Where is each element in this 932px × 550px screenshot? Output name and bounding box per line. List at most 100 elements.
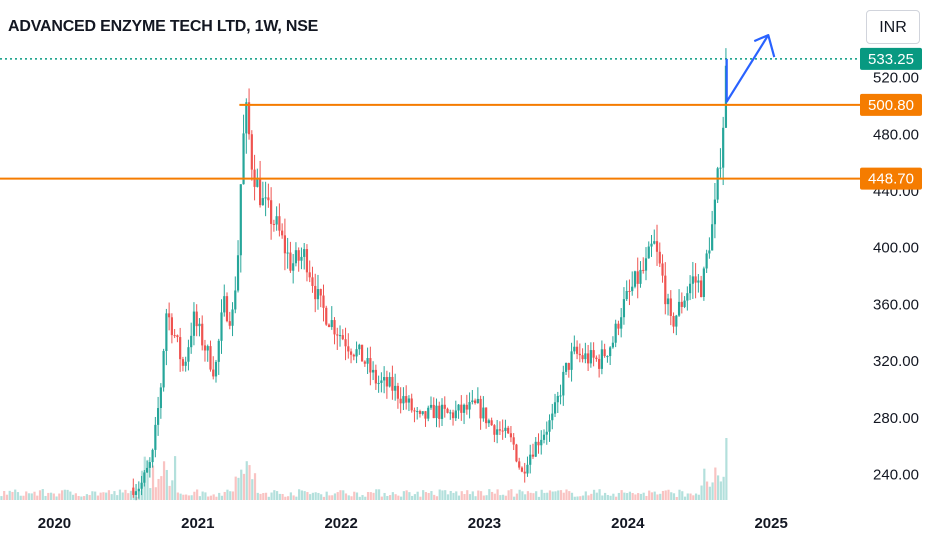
volume-bar <box>237 477 240 500</box>
volume-bar <box>226 489 229 500</box>
candle-body <box>300 256 303 261</box>
volume-bar <box>402 491 405 500</box>
candle-body <box>617 323 620 329</box>
candle-body <box>487 420 490 424</box>
candle-body <box>355 349 358 357</box>
candle-body <box>239 184 242 256</box>
volume-bar <box>209 495 213 500</box>
volume-bar <box>311 492 315 500</box>
volume-bar <box>231 491 235 500</box>
volume-bar <box>361 495 364 500</box>
candle-body <box>234 290 237 310</box>
candle-body <box>449 412 452 414</box>
candle-body <box>369 358 372 373</box>
volume-bar <box>496 489 499 500</box>
candle-body <box>592 350 595 358</box>
candle-body <box>173 335 176 337</box>
candle-body <box>377 382 380 384</box>
volume-bar <box>320 494 323 500</box>
candle-body <box>722 127 725 168</box>
volume-bar <box>639 493 643 500</box>
volume-bar <box>637 493 640 500</box>
volume-bar <box>433 494 436 500</box>
volume-bar <box>116 495 119 500</box>
volume-bar <box>207 496 210 500</box>
volume-bar <box>463 494 466 500</box>
volume-bar <box>113 491 116 500</box>
horizontal-levels[interactable] <box>0 103 860 180</box>
volume-bar <box>49 492 53 500</box>
volume-bar <box>548 490 552 500</box>
volume-bar <box>474 496 477 500</box>
volume-bar <box>14 489 17 500</box>
candle-body <box>462 404 466 413</box>
candle-body <box>366 358 369 364</box>
currency-button[interactable]: INR <box>866 10 920 44</box>
price-label-background <box>860 167 922 190</box>
volume-bar <box>5 494 9 500</box>
x-tick-label: 2021 <box>181 515 214 532</box>
volume-bar <box>645 495 648 500</box>
volume-bar <box>391 492 394 500</box>
volume-bar <box>471 491 474 500</box>
volume-bar <box>355 492 359 500</box>
projection-arrow[interactable] <box>725 34 770 103</box>
candle-body <box>548 420 551 432</box>
volume-bar <box>595 492 598 500</box>
candle-body <box>504 427 507 431</box>
candle-body <box>465 404 468 410</box>
volume-bar <box>218 492 221 500</box>
candle-body <box>598 358 601 369</box>
candle-body <box>176 335 179 338</box>
price-axis[interactable]: 520.00480.00440.00400.00360.00320.00280.… <box>873 70 919 484</box>
time-axis[interactable]: 2020 2021 2022 2023 2024 2025 <box>38 515 788 532</box>
volume-bar <box>182 494 185 500</box>
candle-body <box>140 482 143 489</box>
candle-body <box>228 321 231 326</box>
candle-body <box>551 413 554 421</box>
volume-bar <box>438 489 441 500</box>
candle-body <box>636 271 639 284</box>
candle-body <box>578 353 581 356</box>
candle-body <box>655 241 659 252</box>
volume-bar <box>196 489 199 500</box>
candle-body <box>631 286 634 292</box>
volume-bar <box>146 459 149 500</box>
volume-bar <box>80 496 83 500</box>
candle-body <box>512 437 515 445</box>
candle-body <box>394 385 397 391</box>
volume-bar <box>171 480 174 500</box>
volume-bar <box>278 493 281 500</box>
candle-body <box>383 377 386 381</box>
candle-body <box>157 408 160 425</box>
y-tick-label: 240.00 <box>873 466 919 483</box>
candle-body <box>272 223 275 225</box>
candle-body <box>669 298 672 317</box>
candle-body <box>278 216 281 231</box>
candle-body <box>372 369 375 373</box>
volume-bar <box>700 485 703 500</box>
candle-body <box>711 224 714 251</box>
volume-bar <box>667 489 670 500</box>
volume-bar <box>507 490 510 500</box>
candle-body <box>341 335 344 340</box>
volume-bar <box>620 490 623 500</box>
candle-body <box>482 407 485 419</box>
volume-bar <box>601 495 604 500</box>
volume-bar <box>306 492 309 500</box>
volume-bar <box>570 492 574 500</box>
volume-bar <box>358 496 361 500</box>
candle-body <box>314 285 317 300</box>
volume-bar <box>44 495 47 500</box>
candle-body <box>242 133 245 185</box>
candle-body <box>261 198 264 206</box>
candle-body <box>700 280 703 297</box>
volume-bar <box>187 495 190 500</box>
volume-bar <box>58 493 61 500</box>
candle-body <box>438 405 441 419</box>
volume-bar <box>33 491 36 500</box>
candle-body <box>573 346 576 352</box>
volume-bar <box>648 490 651 500</box>
candle-body <box>187 347 190 362</box>
